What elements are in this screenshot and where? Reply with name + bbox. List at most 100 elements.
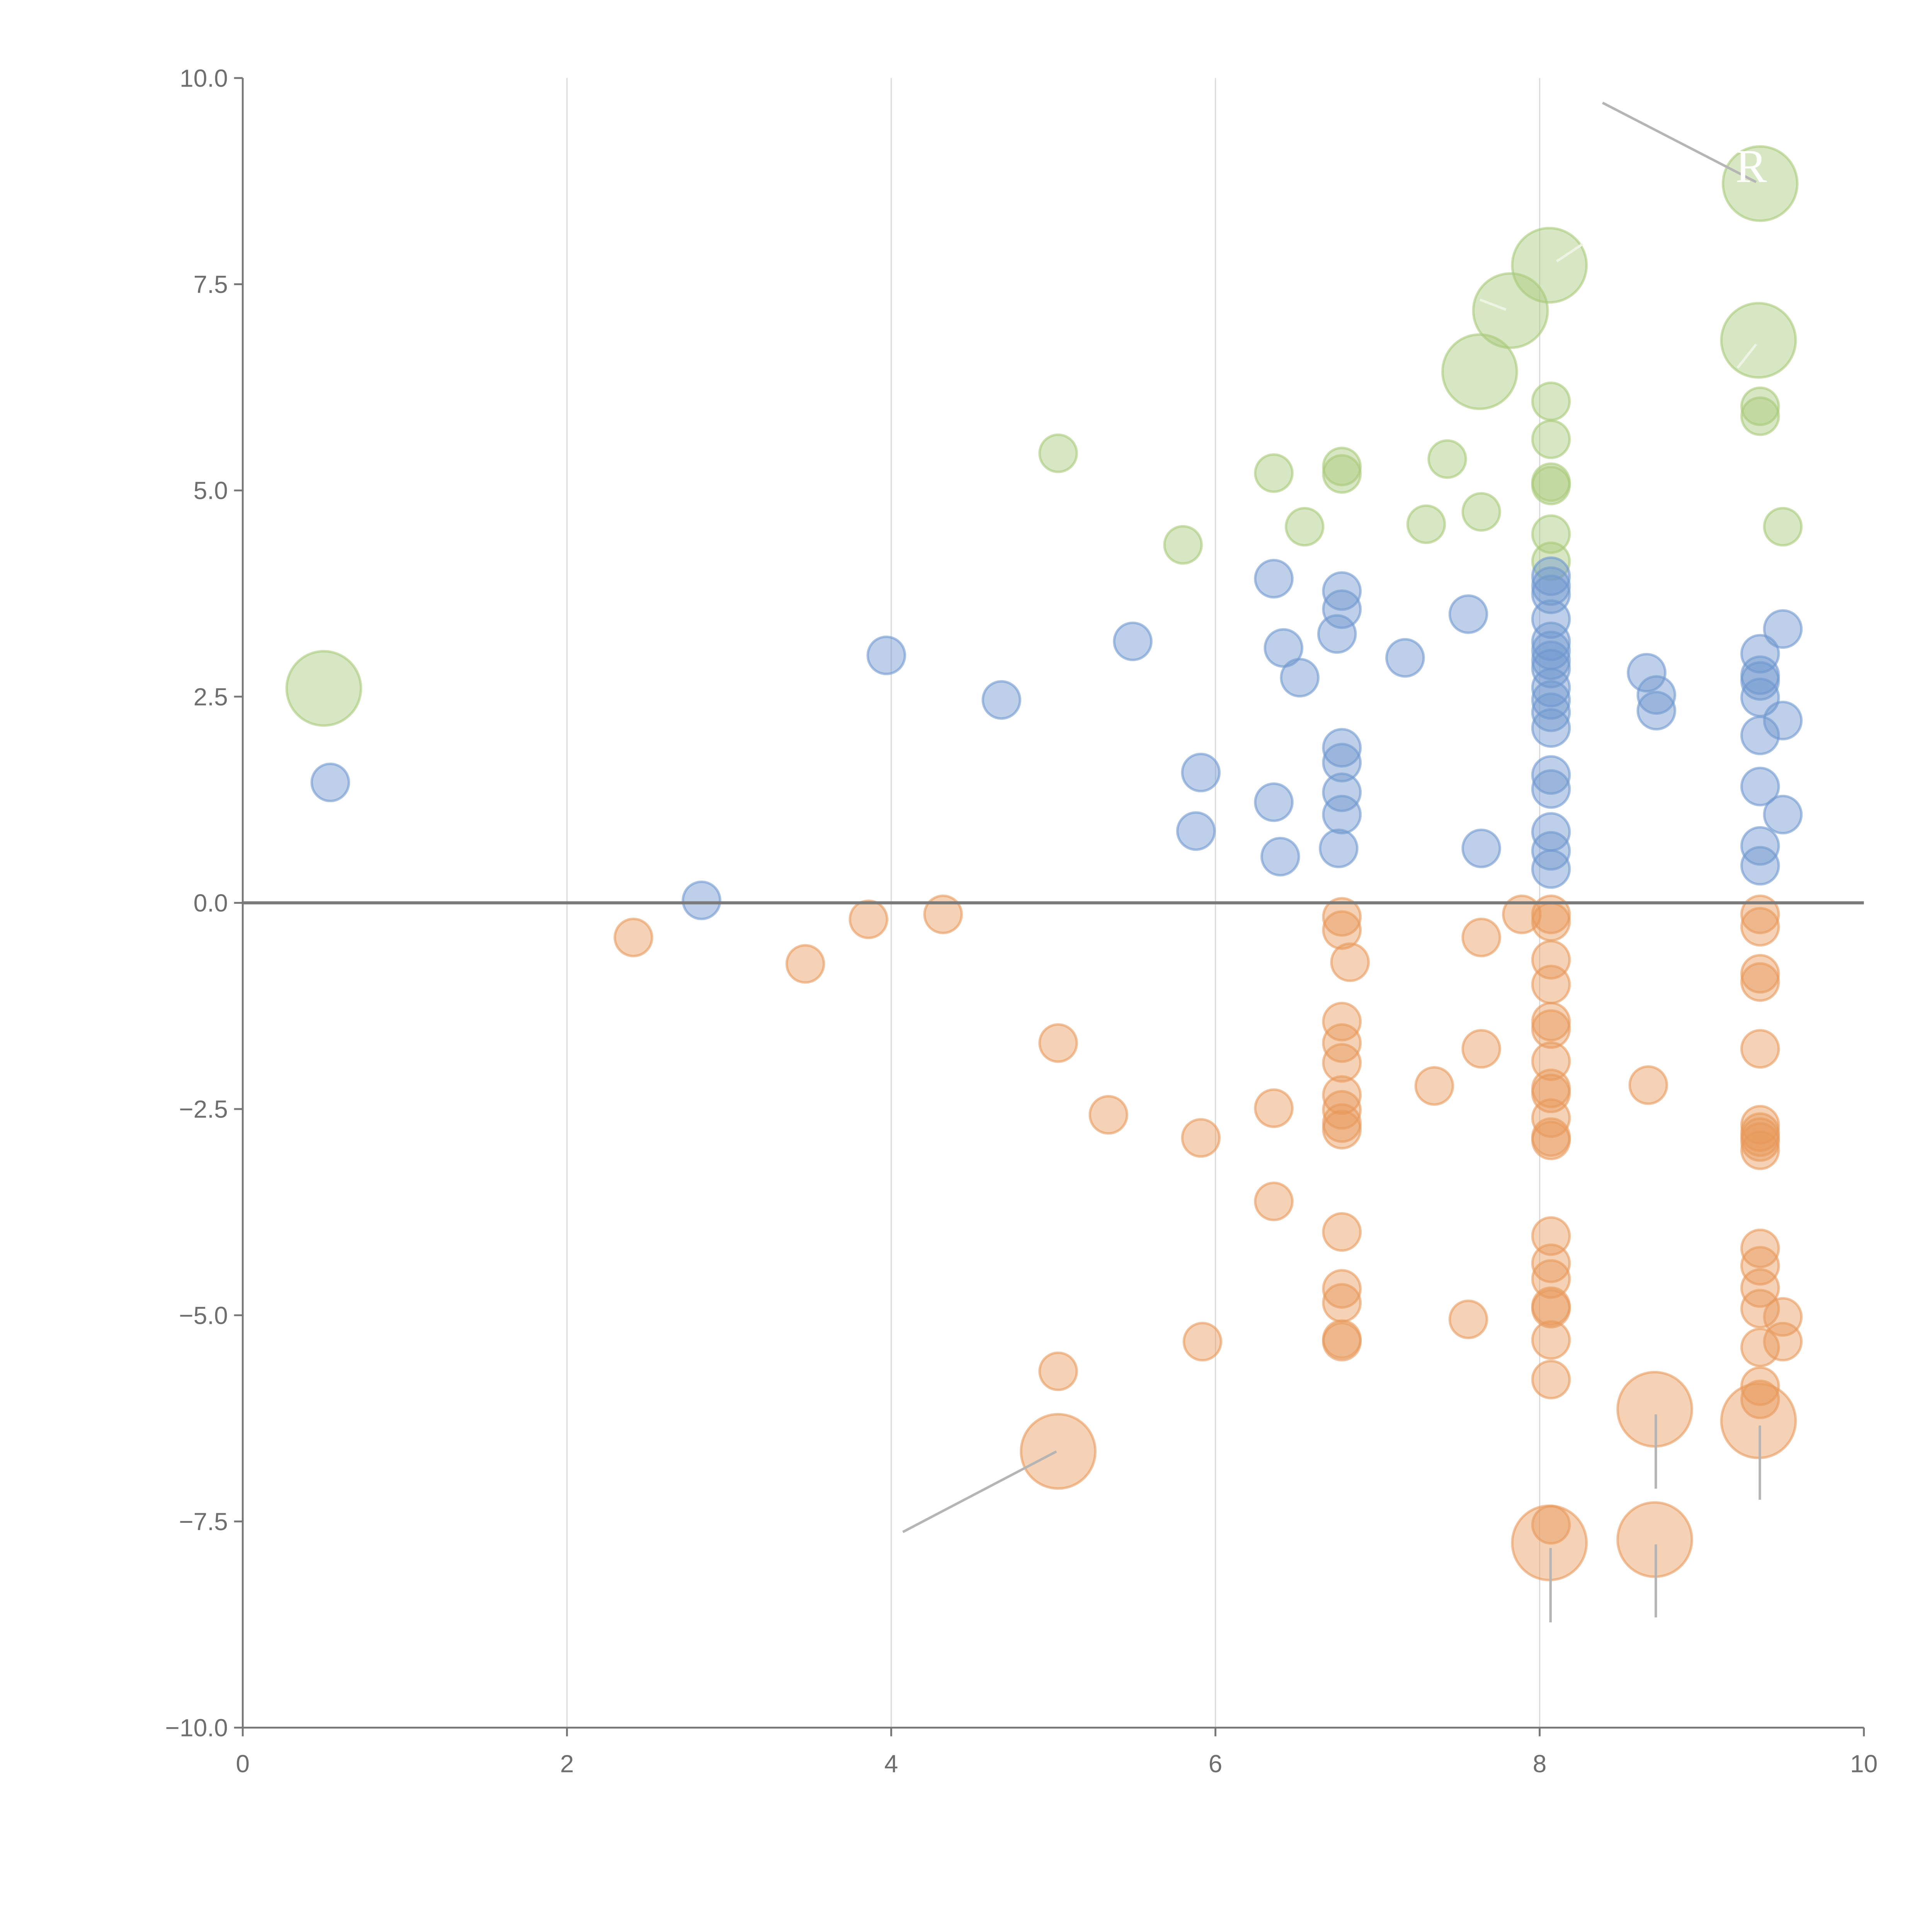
data-point-orange: [1740, 1366, 1780, 1406]
data-point-green: [1038, 433, 1078, 473]
leader-line: [1602, 102, 1757, 184]
data-point-orange: [1740, 954, 1780, 994]
data-point-green: [1163, 525, 1203, 565]
data-point-blue: [1636, 675, 1676, 715]
data-point-green: [285, 650, 362, 727]
data-point-orange: [1254, 1088, 1294, 1128]
data-point-blue: [1322, 728, 1362, 768]
data-point-orange: [1322, 1283, 1362, 1323]
data-point-orange: [1182, 1321, 1223, 1362]
data-point-blue: [1385, 638, 1425, 678]
data-point-blue: [1322, 589, 1362, 629]
data-point-orange: [1461, 1029, 1501, 1069]
data-point-blue: [1740, 715, 1780, 755]
data-point-orange: [1531, 1320, 1571, 1360]
y-tick-label: 7.5: [194, 270, 228, 298]
data-point-green: [1531, 381, 1571, 421]
data-point-green: [1721, 145, 1799, 222]
data-point-orange: [1740, 1130, 1780, 1170]
data-point-blue: [1319, 828, 1359, 868]
data-point-orange: [1322, 910, 1362, 950]
x-tick-label: 0: [236, 1750, 250, 1778]
data-point-orange: [1740, 962, 1780, 1002]
data-point-blue: [1531, 680, 1571, 720]
y-tick-label: 0.0: [194, 889, 228, 917]
data-point-orange: [1531, 1259, 1571, 1299]
x-tick-label: 8: [1533, 1750, 1547, 1778]
data-point-orange: [1038, 1023, 1078, 1063]
data-point-blue: [1280, 658, 1320, 698]
y-tick-label: −5.0: [179, 1301, 228, 1329]
data-point-orange: [849, 899, 888, 939]
data-point-orange: [1020, 1413, 1097, 1490]
data-point-green: [1511, 227, 1588, 304]
leader-line: [902, 1450, 1057, 1533]
data-point-orange: [1531, 1216, 1571, 1256]
data-point-blue: [1461, 828, 1501, 868]
data-point-orange: [1763, 1321, 1803, 1362]
data-point-blue: [866, 635, 906, 675]
data-point-orange: [1740, 1228, 1780, 1269]
data-point-orange: [1531, 1121, 1571, 1160]
data-point-green: [1763, 507, 1803, 547]
data-point-orange: [1531, 1041, 1571, 1081]
data-point-orange: [1740, 907, 1780, 947]
data-point-blue: [1531, 692, 1571, 732]
data-point-orange: [1322, 1075, 1362, 1115]
data-point-blue: [981, 680, 1021, 720]
data-point-orange: [1740, 895, 1780, 934]
data-point-blue: [1763, 701, 1803, 741]
data-point-orange: [1531, 1243, 1571, 1283]
x-tick-label: 6: [1209, 1750, 1223, 1778]
data-point-orange: [1531, 1009, 1571, 1049]
data-point-orange: [1740, 1029, 1780, 1069]
data-point-blue: [1113, 621, 1153, 662]
data-point-orange: [1322, 897, 1362, 937]
data-point-blue: [1740, 634, 1780, 674]
data-point-orange: [1531, 1360, 1571, 1400]
data-point-orange: [1181, 1118, 1221, 1158]
data-point-green: [1531, 419, 1571, 459]
data-point-orange: [1254, 1181, 1294, 1221]
data-point-blue: [1322, 772, 1362, 812]
data-point-green: [1472, 272, 1549, 349]
data-point-blue: [310, 762, 350, 803]
data-point-orange: [1088, 1095, 1128, 1135]
data-point-blue: [1260, 837, 1300, 877]
data-point-green: [1720, 302, 1797, 379]
data-point-blue: [1740, 846, 1780, 886]
data-point-orange: [785, 944, 825, 984]
data-point-orange: [1330, 942, 1370, 982]
data-point-orange: [1322, 1212, 1362, 1252]
data-point-green: [1740, 386, 1780, 426]
data-point-green: [1531, 466, 1571, 505]
data-point-green: [1322, 454, 1362, 494]
data-point-orange: [923, 895, 963, 934]
data-point-orange: [1531, 902, 1571, 942]
data-point-orange: [1322, 1321, 1362, 1362]
data-point-blue: [1740, 661, 1780, 701]
data-point-orange: [1628, 1065, 1668, 1105]
data-point-blue: [1254, 559, 1294, 599]
data-point-blue: [1254, 782, 1294, 822]
annotation-label: R: [1735, 140, 1767, 192]
data-points: [285, 145, 1803, 1582]
data-point-orange: [1720, 1382, 1797, 1459]
data-point-orange: [614, 917, 653, 957]
y-tick-label: −2.5: [179, 1095, 228, 1123]
data-point-blue: [1740, 767, 1780, 806]
data-point-green: [1406, 504, 1446, 544]
data-point-blue: [1763, 794, 1803, 835]
data-point-orange: [1740, 1122, 1780, 1162]
data-point-blue: [1531, 640, 1571, 680]
data-point-orange: [1322, 1002, 1362, 1042]
data-point-orange: [1740, 1379, 1780, 1419]
data-point-blue: [1531, 708, 1571, 748]
y-tick-label: 10.0: [180, 64, 228, 92]
data-point-orange: [1531, 964, 1571, 1005]
data-point-blue: [1317, 614, 1357, 654]
data-point-orange: [1414, 1066, 1454, 1106]
axes: 0 2 4 6 8 10 10.0 7.5 5.0 2.5 0.0 −2.5 −5.0 −7.5 −10.0: [165, 64, 1878, 1777]
leader-line-white: [1736, 344, 1757, 369]
data-point-blue: [1531, 849, 1571, 889]
